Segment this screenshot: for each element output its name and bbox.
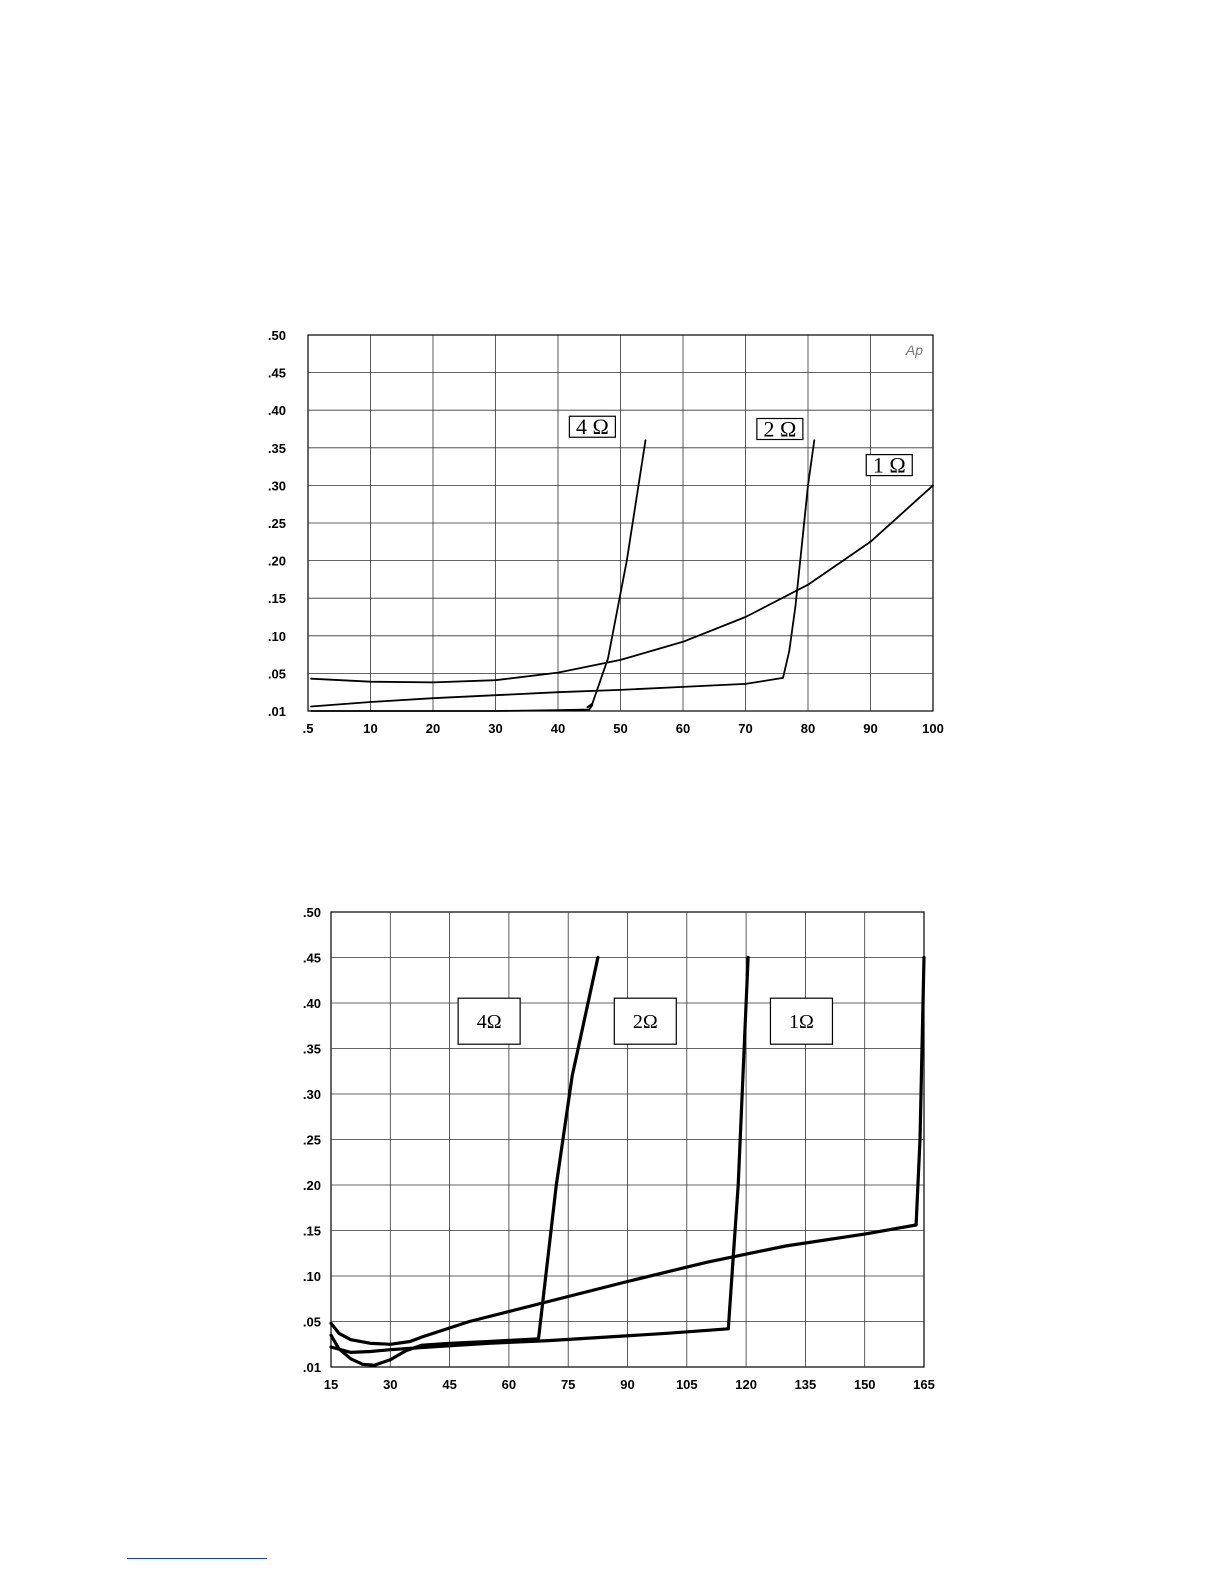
y-tick-label: .25 [268, 516, 286, 531]
series-line-1 [310, 439, 647, 712]
series-label: 4Ω [477, 1011, 502, 1033]
x-tick-label: 50 [613, 721, 627, 736]
y-tick-label: .05 [268, 666, 286, 681]
series-label-box [756, 417, 804, 441]
x-tick-label: 45 [442, 1377, 456, 1392]
series-label-box [613, 997, 677, 1045]
y-tick-label: .15 [268, 591, 286, 606]
y-tick-label: .35 [268, 441, 286, 456]
series-label: 2 Ω [763, 416, 796, 441]
y-tick-label: .35 [303, 1042, 321, 1057]
x-tick-label: 60 [676, 721, 690, 736]
series-label: 2Ω [633, 1011, 658, 1033]
y-tick-label: .45 [268, 366, 286, 381]
series-label-box [568, 415, 616, 438]
x-tick-label: 10 [363, 721, 377, 736]
y-tick-label: .20 [303, 1178, 321, 1193]
series-label-box [769, 997, 834, 1045]
y-tick-label: .50 [268, 328, 286, 343]
x-tick-label: 80 [801, 721, 815, 736]
y-tick-label: .45 [303, 951, 321, 966]
series-line-2 [329, 955, 750, 1354]
x-tick-label: 20 [426, 721, 440, 736]
y-tick-label: .30 [303, 1087, 321, 1102]
x-tick-label: 100 [922, 721, 944, 736]
series-label: 1 Ω [873, 453, 906, 478]
x-tick-label: 150 [854, 1377, 876, 1392]
series-label-box [865, 453, 913, 477]
series-line-3 [310, 484, 934, 684]
corner-label: Ap [905, 342, 923, 358]
y-tick-label: .01 [268, 704, 286, 719]
series-line-3 [329, 955, 926, 1346]
x-tick-label: 15 [324, 1377, 338, 1392]
series-label-box [457, 997, 521, 1045]
x-tick-label: 30 [488, 721, 502, 736]
x-tick-label: 135 [795, 1377, 817, 1392]
x-tick-label: .5 [303, 721, 314, 736]
y-tick-label: .15 [303, 1224, 321, 1239]
x-tick-label: 90 [620, 1377, 634, 1392]
series-line-2 [310, 439, 816, 708]
x-tick-label: 105 [676, 1377, 698, 1392]
series-label: 4 Ω [576, 414, 609, 439]
y-tick-label: .40 [303, 996, 321, 1011]
x-tick-label: 75 [561, 1377, 575, 1392]
y-tick-label: .10 [303, 1269, 321, 1284]
y-tick-label: .10 [268, 629, 286, 644]
y-tick-label: .05 [303, 1315, 321, 1330]
x-tick-label: 30 [383, 1377, 397, 1392]
x-tick-label: 70 [738, 721, 752, 736]
x-tick-label: 165 [913, 1377, 935, 1392]
y-tick-label: .01 [303, 1360, 321, 1375]
x-tick-label: 120 [735, 1377, 757, 1392]
y-tick-label: .20 [268, 554, 286, 569]
x-tick-label: 60 [502, 1377, 516, 1392]
footnote-rule [127, 1558, 267, 1559]
y-tick-label: .50 [303, 905, 321, 920]
y-tick-label: .30 [268, 478, 286, 493]
x-tick-label: 90 [863, 721, 877, 736]
y-tick-label: .40 [268, 403, 286, 418]
y-tick-label: .25 [303, 1133, 321, 1148]
chart-resistance-lower: 15 30 45 60 75 90 105 120 135 150 165 .01 .05 .10 .15.… [303, 905, 935, 1392]
series-label: 1Ω [789, 1011, 814, 1033]
chart-resistance-upper: .5 10 20 30 40 50 60 70 80 90 100 .01 .05 .10 .15 .20 .2… [268, 328, 944, 736]
x-tick-label: 40 [551, 721, 565, 736]
